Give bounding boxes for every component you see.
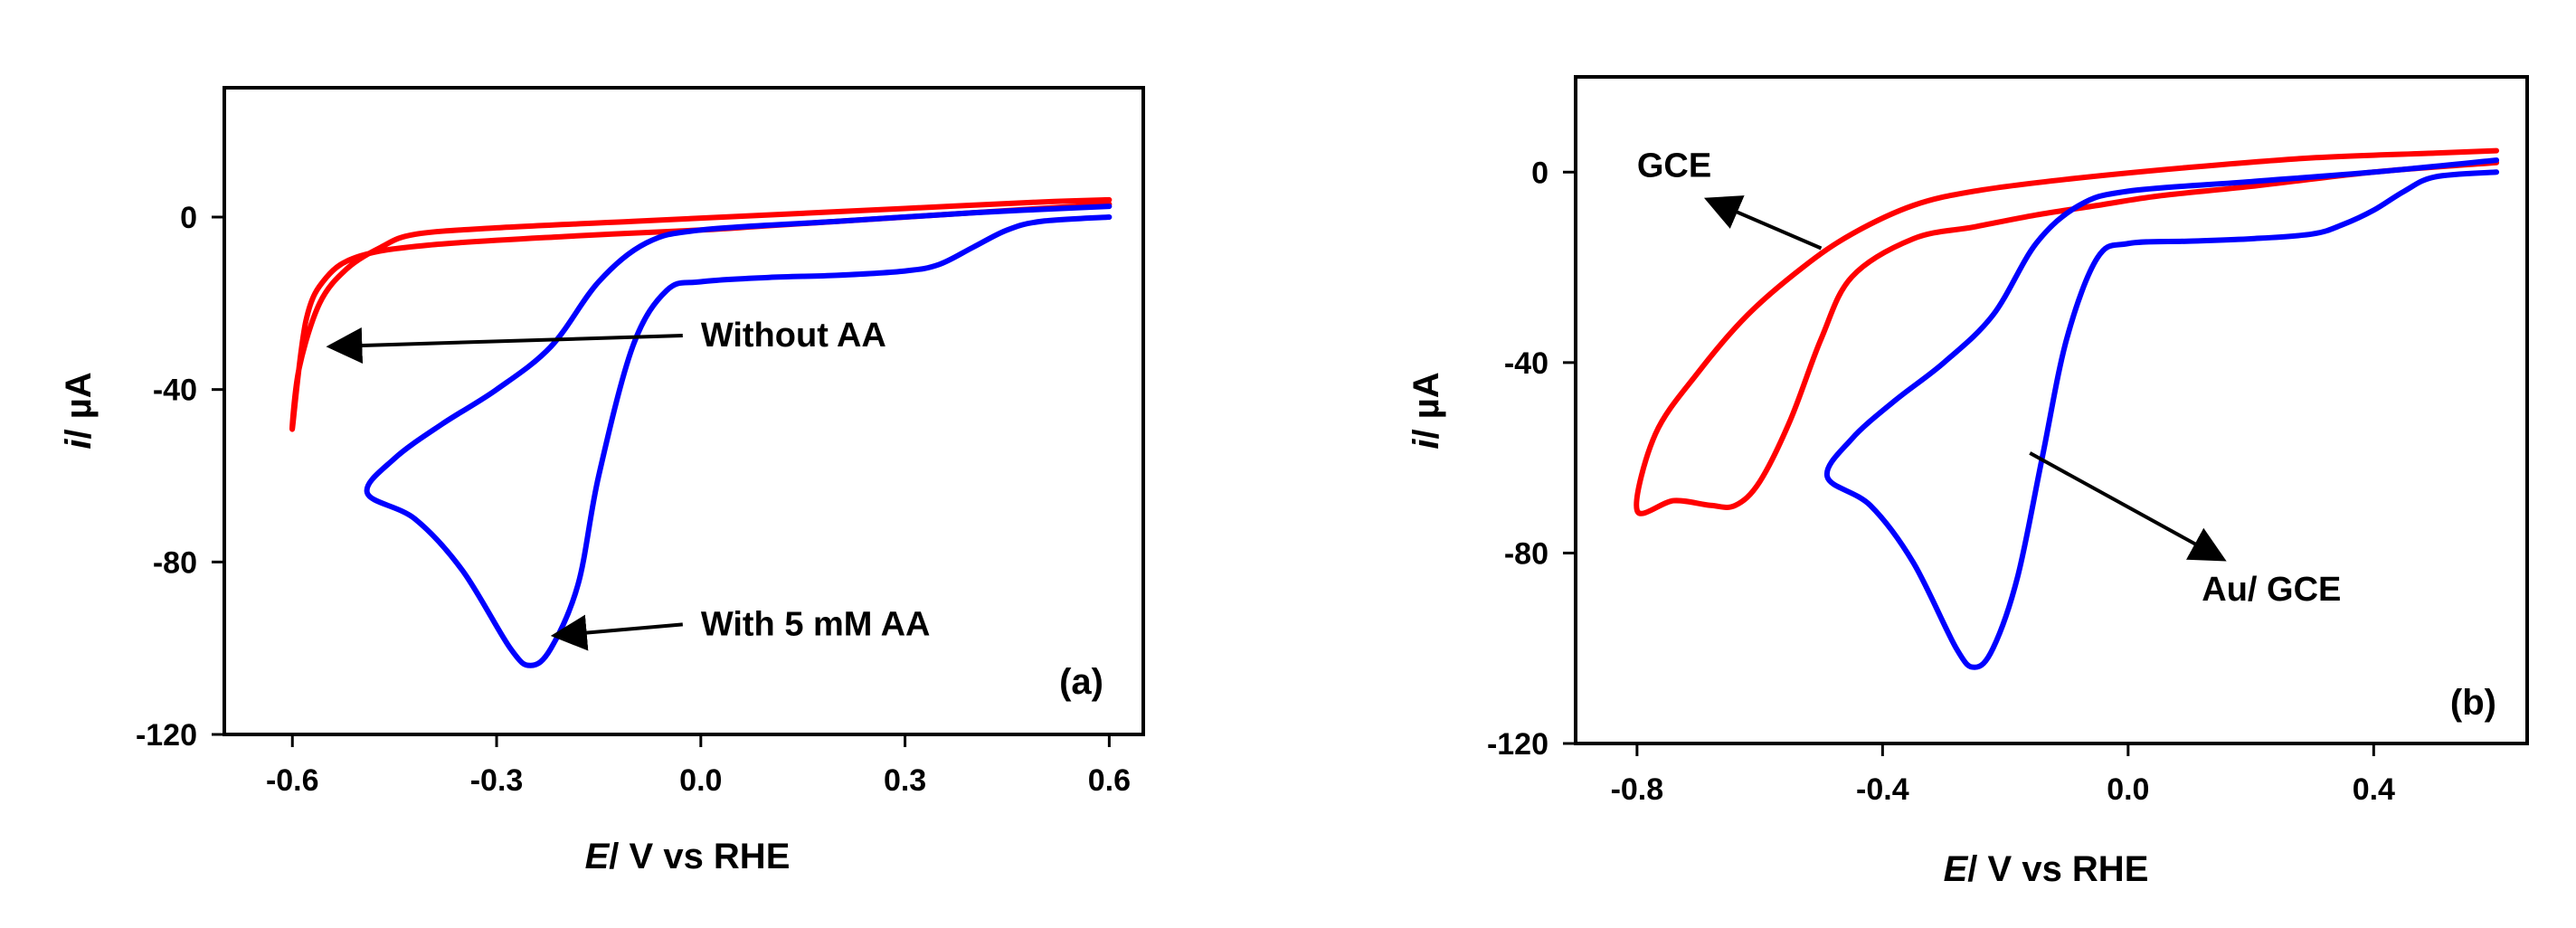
x-tick-label: -0.8 (1611, 772, 1664, 807)
y-tick-label: 0 (180, 201, 197, 235)
x-tick-label: 0.0 (679, 763, 722, 798)
series-line-blue (364, 204, 1113, 668)
panel-b-series (1634, 147, 2500, 670)
panel-a: -0.6 -0.3 0.0 0.3 0.60-40-80-120 Without AAW… (59, 86, 1145, 876)
panel-a-label: (a) (1059, 662, 1103, 702)
annotation-arrow (1703, 195, 1823, 251)
annotation-arrow (326, 327, 683, 364)
panel-a-frame (223, 86, 1145, 736)
x-tick-label: -0.3 (470, 763, 524, 798)
x-tick-label: -0.6 (266, 763, 319, 798)
panel-b-x-axis-label: E/ V vs RHE (1944, 849, 2149, 889)
panel-b-frame (1574, 75, 2529, 745)
y-tick-label: 0 (1531, 156, 1548, 190)
series-line-red (289, 196, 1113, 432)
x-tick-label: -0.4 (1856, 772, 1909, 807)
panel-a-y-axis-label: i/ µA (59, 372, 99, 449)
panel-b: -0.8 -0.4 0.0 0.4 0 -40 -80 -120 GCE Au/ GCE (b)… (1406, 75, 2529, 889)
annotation-arrow (2029, 451, 2227, 562)
y-tick-label: -40 (153, 374, 197, 408)
x-tick-label: 0.6 (1088, 763, 1131, 798)
x-tick-label: 0.3 (884, 763, 926, 798)
series-line-blue (1823, 157, 2500, 670)
panel-a-ticks: -0.6 -0.3 0.0 0.3 0.6 0 -40 -80 -120 (136, 201, 1131, 798)
panel-a-annotations: Without AA With 5 mM AA (326, 317, 931, 651)
panel-b-ticks: -0.8 -0.4 0.0 0.4 0 -40 -80 -120 (1487, 156, 2395, 807)
annotation-label: GCE (1637, 147, 1711, 185)
annotation-label: Without AA (701, 317, 886, 355)
panel-b-y-axis-label: i/ µA (1406, 372, 1446, 449)
annotation-label: Au/ GCE (2202, 571, 2341, 609)
y-tick-label: -40 (1504, 346, 1548, 381)
panel-b-label: (b) (2450, 683, 2496, 723)
y-tick-label: -120 (1487, 727, 1548, 762)
panel-a-x-axis-label: E/ V vs RHE (585, 837, 791, 876)
y-tick-label: -80 (1504, 536, 1548, 571)
panel-a-series (289, 196, 1113, 668)
series-line-red (1634, 147, 2500, 516)
x-tick-label: 0.0 (2107, 772, 2149, 807)
y-tick-label: -120 (136, 718, 197, 753)
x-tick-label: 0.4 (2353, 772, 2395, 807)
annotation-label: With 5 mM AA (701, 605, 931, 643)
y-tick-label: -80 (153, 545, 197, 580)
annotation-arrow (550, 614, 683, 651)
panel-b-annotations: GCE Au/ GCE (1637, 147, 2342, 610)
